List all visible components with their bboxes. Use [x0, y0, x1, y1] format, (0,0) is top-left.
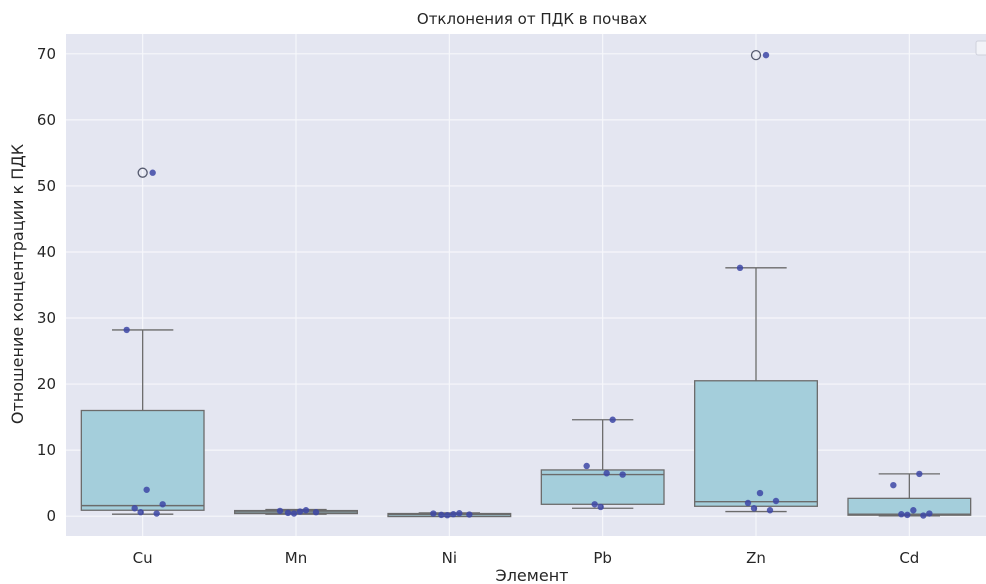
outlier-marker: [137, 167, 148, 178]
data-point: [926, 510, 933, 517]
data-point: [756, 489, 764, 497]
x-axis-label: Элемент: [496, 566, 569, 584]
legend: [975, 40, 986, 56]
data-point: [619, 471, 626, 478]
plot-area: [66, 34, 986, 536]
data-point: [450, 511, 457, 518]
x-tick-label: Zn: [746, 549, 766, 567]
data-point: [312, 509, 320, 516]
data-point: [762, 51, 770, 59]
data-point: [916, 470, 923, 478]
data-point: [583, 462, 590, 470]
data-points: [123, 51, 933, 519]
box-pb: [540, 419, 665, 509]
data-point: [149, 169, 156, 176]
data-point: [466, 511, 473, 518]
data-point: [736, 264, 744, 272]
data-point: [143, 486, 150, 493]
y-tick-label: 30: [37, 309, 56, 327]
y-tick-label: 20: [37, 375, 56, 393]
y-tick-label: 60: [37, 111, 56, 129]
data-point: [296, 508, 304, 515]
box-cu: [80, 167, 205, 515]
data-point: [153, 510, 160, 517]
data-point: [444, 511, 451, 519]
data-point: [438, 511, 445, 519]
data-point: [898, 511, 905, 518]
y-tick-labels: 0 10 20 30 40 50 60 70: [37, 45, 56, 525]
data-point: [123, 326, 130, 334]
data-point: [430, 510, 437, 517]
y-tick-label: 70: [37, 45, 56, 63]
y-tick-label: 40: [37, 243, 56, 261]
data-point: [920, 512, 927, 519]
iqr-box: [80, 409, 205, 511]
data-point: [456, 510, 463, 517]
data-point: [302, 507, 310, 514]
data-point: [603, 470, 610, 477]
data-point: [131, 505, 138, 512]
data-point: [910, 507, 917, 514]
box-zn: [694, 49, 818, 513]
data-point: [591, 501, 598, 508]
data-point: [766, 507, 774, 514]
y-tick-label: 10: [37, 441, 56, 459]
data-point: [137, 509, 144, 516]
iqr-box: [694, 380, 818, 507]
chart-title: Отклонения от ПДК в почвах: [417, 10, 647, 28]
outlier-marker: [750, 49, 762, 61]
data-point: [159, 501, 166, 508]
iqr-box: [540, 469, 665, 505]
data-point: [890, 481, 897, 489]
x-tick-label: Pb: [593, 549, 612, 567]
y-tick-label: 0: [46, 507, 56, 525]
x-tick-label: Cu: [133, 549, 153, 567]
boxes: [80, 49, 972, 518]
data-point: [744, 499, 752, 507]
data-point: [904, 511, 911, 519]
data-point: [609, 416, 616, 423]
grid-lines: [66, 34, 986, 536]
data-point: [750, 505, 758, 512]
data-point: [597, 503, 604, 511]
data-point: [284, 509, 292, 517]
data-point: [772, 497, 780, 505]
x-tick-label: Mn: [285, 549, 307, 567]
x-tick-labels: Cu Mn Ni Pb Zn Cd: [133, 549, 920, 567]
x-tick-label: Cd: [899, 549, 919, 567]
data-point: [276, 507, 284, 515]
y-tick-label: 50: [37, 177, 56, 195]
y-axis-label: Отношение концентрации к ПДК: [8, 143, 27, 424]
x-tick-label: Ni: [442, 549, 457, 567]
data-point: [290, 510, 298, 517]
